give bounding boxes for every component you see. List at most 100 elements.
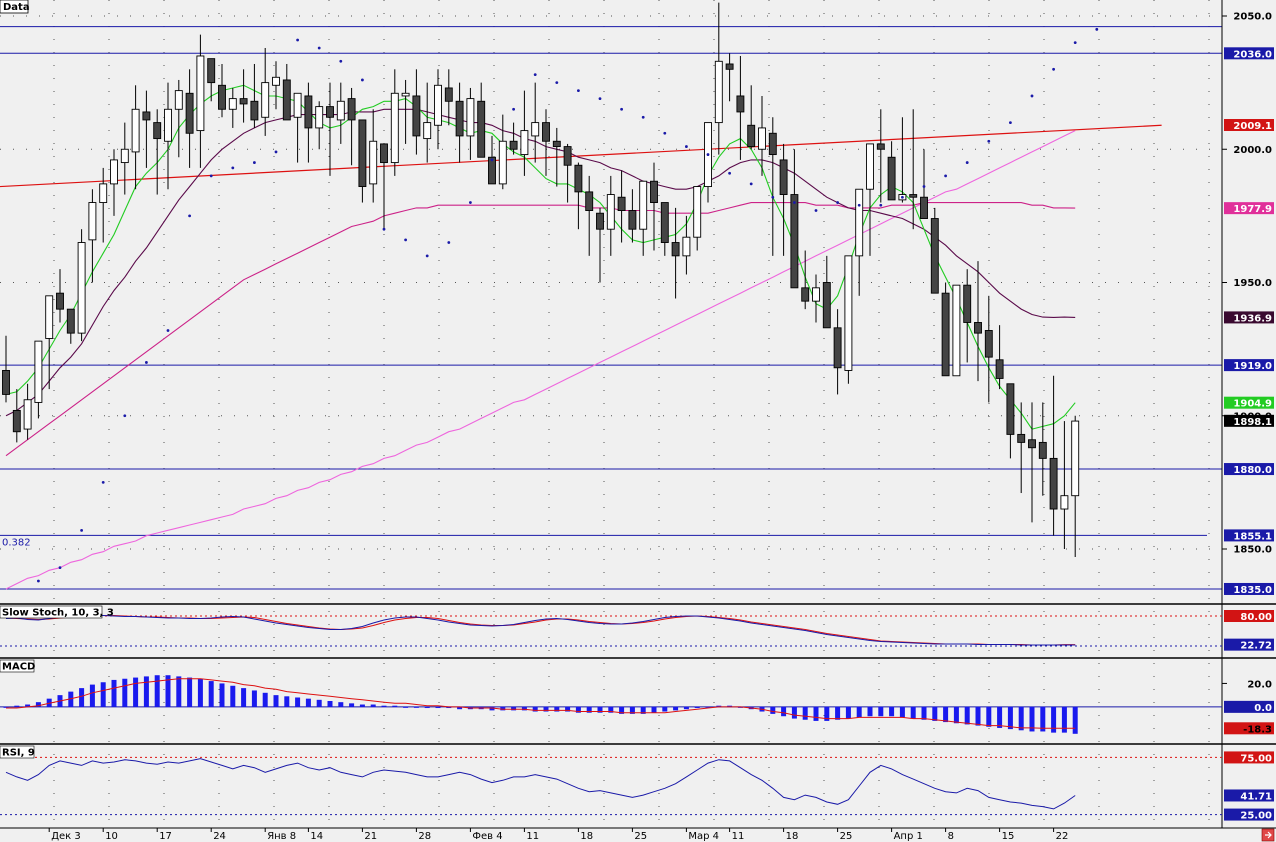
macd-bar — [619, 706, 625, 714]
ma-purple-line — [5, 108, 1076, 417]
candle-body — [758, 127, 766, 150]
macd-bar — [79, 688, 85, 707]
sar-dot — [555, 81, 559, 85]
macd-bar — [1072, 706, 1078, 734]
price-tick-label: 1850.0 — [1233, 545, 1272, 556]
macd-bar — [370, 704, 376, 707]
candle-body — [380, 143, 388, 164]
candle-body — [941, 292, 950, 377]
macd-bar — [910, 706, 916, 719]
sar-dot — [814, 209, 818, 212]
sar-dot — [944, 174, 947, 178]
time-tick-label: 15 — [1002, 831, 1015, 842]
stoch-k-line — [5, 615, 1076, 646]
candle-body — [650, 180, 658, 203]
sar-dot — [771, 195, 775, 199]
macd-bar — [165, 675, 171, 707]
sar-dot — [836, 201, 839, 204]
candle-body — [844, 255, 853, 371]
macd-bar — [316, 699, 322, 707]
price-marker-label: 1880.0 — [1233, 465, 1272, 476]
macd-bar — [176, 676, 182, 707]
time-axis — [0, 828, 1276, 842]
macd-bar — [543, 706, 549, 712]
candle-body — [1038, 441, 1047, 459]
macd-bar — [262, 692, 268, 707]
price-marker-label: 1904.9 — [1233, 399, 1272, 410]
macd-bar — [446, 706, 452, 709]
sar-dot — [987, 139, 991, 143]
macd-bar — [46, 698, 52, 707]
candle-body — [1006, 383, 1015, 435]
candle-body — [563, 146, 572, 166]
macd-bar — [921, 706, 927, 720]
macd-bar — [457, 706, 463, 710]
trend-line — [0, 124, 1162, 188]
candle-body — [196, 55, 205, 132]
macd-bar — [381, 705, 387, 707]
macd-bar — [835, 706, 841, 720]
candle-body — [768, 132, 777, 156]
macd-marker-label: -18.3 — [1243, 724, 1272, 735]
macd-bar — [327, 701, 333, 707]
macd-bar — [867, 706, 873, 717]
macd-bar — [1040, 706, 1046, 732]
sar-dot — [706, 153, 710, 156]
candle-body — [56, 292, 64, 310]
price-marker-bg — [1224, 396, 1274, 409]
candle-body — [347, 98, 356, 121]
macd-bar — [122, 678, 128, 707]
macd-bar — [521, 706, 527, 711]
macd-bar — [889, 706, 895, 717]
data-title-box — [0, 0, 29, 14]
macd-bar — [694, 706, 700, 709]
time-tick-label: 18 — [786, 831, 799, 842]
macd-bar — [197, 678, 203, 707]
sar-dot — [1030, 94, 1034, 98]
candle-body — [833, 327, 842, 369]
macd-bar — [727, 705, 733, 707]
fib-level-label: 0.382 — [2, 537, 31, 548]
macd-bar — [511, 706, 517, 711]
plot-area — [0, 0, 1222, 828]
sar-dot — [793, 201, 796, 204]
macd-bar — [424, 706, 430, 709]
candle-body — [207, 58, 216, 84]
sar-dot — [922, 185, 926, 188]
candle-body — [142, 111, 151, 121]
candle-body — [326, 106, 334, 118]
candle-body — [736, 95, 745, 113]
candle-body — [1060, 495, 1069, 510]
macd-bar — [489, 706, 495, 711]
macd-bar — [359, 704, 365, 707]
arrow-right-icon — [1265, 831, 1272, 839]
macd-bar — [802, 706, 808, 720]
candle-body — [606, 194, 615, 230]
candle-body — [930, 218, 939, 294]
macd-bar — [964, 706, 970, 725]
sar-dot — [533, 73, 537, 77]
time-tick-label: Янв 8 — [267, 831, 296, 842]
macd-bar — [241, 688, 247, 707]
sar-dot — [490, 158, 494, 162]
sar-dot — [123, 414, 127, 418]
macd-bar — [413, 706, 419, 708]
candle-body — [45, 295, 54, 339]
candle-body — [693, 186, 702, 238]
candle-body — [812, 287, 820, 302]
candle-body — [1071, 420, 1080, 497]
candle-body — [66, 308, 75, 334]
macd-bar — [154, 675, 160, 707]
sar-dot — [663, 131, 667, 135]
price-axis — [1222, 0, 1276, 828]
macd-bar — [683, 706, 689, 710]
time-tick-label: Мар 4 — [688, 831, 719, 842]
candle-body — [585, 191, 594, 211]
candle-body — [12, 409, 21, 433]
macd-bar — [932, 706, 938, 721]
stoch-marker-bg — [1224, 638, 1274, 651]
candle-body — [304, 95, 313, 129]
time-tick-label: 28 — [418, 831, 431, 842]
sar-dot — [274, 150, 278, 154]
